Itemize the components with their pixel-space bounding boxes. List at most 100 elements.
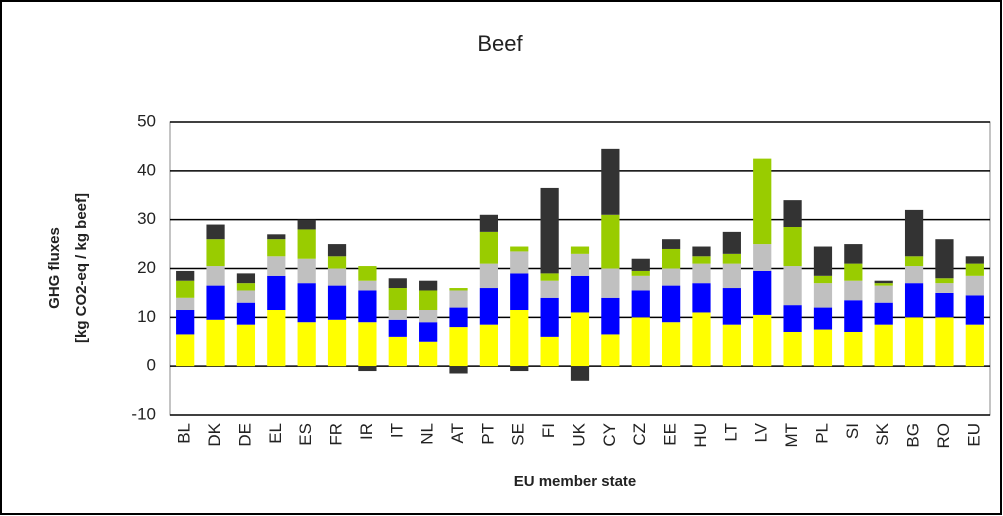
- bar-segment: [540, 297, 559, 337]
- x-tick-label: EL: [266, 423, 285, 444]
- x-tick-label: BG: [904, 423, 923, 448]
- bar-segment: [813, 246, 833, 276]
- bar-segment: [449, 366, 468, 374]
- bar-segment: [358, 322, 377, 367]
- x-tick-label: PT: [478, 423, 497, 445]
- bar-segment: [844, 300, 863, 332]
- bar-segment: [904, 317, 924, 367]
- x-tick-label: IR: [357, 423, 376, 440]
- bar-segment: [935, 317, 954, 367]
- y-tick-label: -10: [131, 404, 156, 423]
- bar-segment: [540, 280, 559, 298]
- bar-segment: [601, 297, 620, 335]
- bar-segment: [601, 268, 620, 298]
- bar-segment: [479, 231, 498, 264]
- bar-segment: [935, 292, 954, 318]
- x-tick-label: UK: [569, 422, 588, 446]
- bar-segment: [236, 302, 256, 325]
- bar-segment: [935, 278, 954, 284]
- x-axis-title: EU member state: [514, 473, 637, 490]
- bar-segment: [267, 275, 286, 311]
- bar-segment: [662, 322, 681, 367]
- x-tick-label: EE: [661, 423, 680, 446]
- bar-segment: [813, 307, 833, 330]
- bar-segment: [570, 246, 590, 254]
- y-tick-label: 50: [137, 111, 156, 130]
- bar-segment: [327, 285, 347, 320]
- bar-segment: [388, 310, 407, 320]
- bar-segment: [965, 263, 984, 276]
- bar-segment: [449, 290, 468, 308]
- x-tick-label: PL: [812, 423, 831, 444]
- bar-segment: [965, 256, 984, 264]
- bar-segment: [419, 290, 438, 311]
- bar-segment: [631, 317, 650, 367]
- bar-segment: [692, 246, 711, 257]
- bar-segment: [904, 266, 924, 284]
- bar-segment: [692, 256, 711, 264]
- bar-segment: [206, 266, 225, 286]
- bar-segment: [449, 327, 468, 367]
- bar-segment: [722, 288, 741, 325]
- bar-segment: [783, 305, 802, 332]
- bar-segment: [631, 270, 650, 276]
- bar-segment: [753, 158, 772, 245]
- bar-segment: [965, 275, 984, 296]
- bar-segment: [358, 290, 377, 323]
- x-tick-label: SK: [873, 422, 892, 445]
- bar-segment: [601, 334, 620, 367]
- x-tick-label: LV: [752, 422, 771, 442]
- bar-segment: [692, 263, 711, 284]
- x-tick-label: CZ: [630, 423, 649, 446]
- bar-segment: [540, 336, 559, 367]
- bar-segment: [844, 244, 863, 264]
- bar-segment: [904, 209, 924, 257]
- bar-segment: [510, 246, 529, 252]
- bar-segment: [540, 273, 559, 281]
- bar-segment: [874, 285, 893, 303]
- bar-segment: [874, 280, 893, 284]
- bar-segment: [570, 253, 590, 276]
- bar-segment: [327, 268, 347, 286]
- bar-segment: [601, 148, 620, 215]
- bar-segment: [479, 263, 498, 289]
- bar-segment: [874, 324, 893, 367]
- bar-segment: [662, 248, 681, 269]
- x-tick-label: EU: [964, 423, 983, 447]
- bar-segment: [358, 280, 377, 291]
- bar-segment: [358, 366, 377, 372]
- x-tick-label: DE: [235, 423, 254, 447]
- x-tick-label: AT: [448, 423, 467, 443]
- bar-segment: [388, 278, 407, 289]
- x-tick-label: DK: [205, 422, 224, 446]
- bar-segment: [631, 258, 650, 271]
- bar-segment: [267, 234, 286, 240]
- bar-segment: [813, 283, 833, 308]
- bar-segment: [297, 283, 316, 323]
- bar-segment: [540, 187, 559, 274]
- bar-segment: [327, 256, 347, 269]
- x-tick-label: NL: [418, 423, 437, 445]
- bar-segment: [206, 285, 225, 320]
- bar-segment: [267, 239, 286, 257]
- bar-segment: [722, 231, 741, 254]
- bar-segment: [570, 366, 590, 381]
- chart-title: Beef: [477, 31, 523, 56]
- bar-segment: [206, 224, 225, 240]
- bar-segment: [267, 256, 286, 276]
- bar-segment: [206, 319, 225, 367]
- y-tick-label: 40: [137, 160, 156, 179]
- bar-segment: [510, 366, 529, 372]
- bar-segment: [874, 283, 893, 286]
- bar-segment: [510, 273, 529, 311]
- x-tick-label: IT: [387, 423, 406, 438]
- bar-segment: [844, 280, 863, 301]
- bar-segment: [327, 319, 347, 367]
- bar-segment: [297, 258, 316, 284]
- bar-segment: [844, 331, 863, 367]
- bar-segment: [236, 283, 256, 291]
- bar-segment: [935, 239, 954, 279]
- bar-segment: [236, 273, 256, 284]
